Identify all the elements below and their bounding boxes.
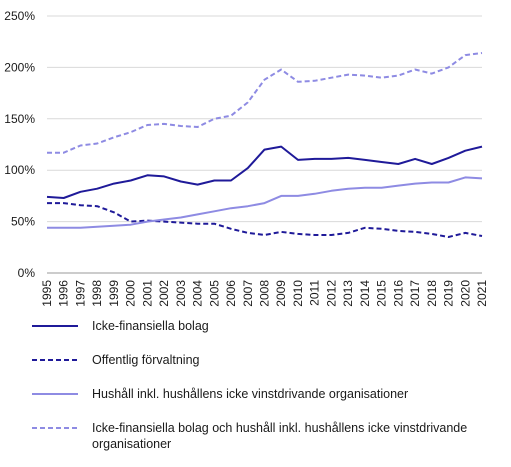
legend-swatch-dashed-dark bbox=[32, 359, 78, 361]
legend-label: Hushåll inkl. hushållens icke vinstdriva… bbox=[92, 387, 409, 401]
legend-swatch-solid-light bbox=[32, 393, 78, 395]
legend-item-hushall: Hushåll inkl. hushållens icke vinstdriva… bbox=[32, 386, 502, 402]
x-tick-label: 2012 bbox=[324, 280, 338, 307]
legend: Icke-finansiella bolag Offentlig förvalt… bbox=[32, 318, 502, 452]
x-tick-label: 2020 bbox=[458, 280, 472, 307]
x-tick-label: 2015 bbox=[375, 280, 389, 307]
legend-swatch-dashed-light bbox=[32, 427, 78, 429]
legend-label: Offentlig förvaltning bbox=[92, 353, 200, 367]
series-lines bbox=[46, 52, 483, 238]
x-tick-label: 2010 bbox=[291, 280, 305, 307]
x-tick-label: 2013 bbox=[341, 280, 355, 307]
y-tick-label: 50% bbox=[11, 215, 35, 229]
y-tick-label: 100% bbox=[4, 163, 35, 177]
legend-item-icke-finansiella-och-hushall: Icke-finansiella bolag och hushåll inkl.… bbox=[32, 420, 502, 452]
x-tick-label: 2014 bbox=[358, 280, 372, 307]
y-tick-label: 250% bbox=[4, 9, 35, 23]
legend-label: Icke-finansiella bolag och hushåll inkl.… bbox=[92, 421, 468, 451]
x-tick-label: 2003 bbox=[174, 280, 188, 307]
x-tick-label: 1995 bbox=[40, 280, 54, 307]
x-tick-label: 2005 bbox=[207, 280, 221, 307]
y-tick-label: 200% bbox=[4, 60, 35, 74]
x-tick-label: 1996 bbox=[57, 280, 71, 307]
x-axis-tick-labels: 1995 1996 1997 1998 1999 2000 2001 2002 2003 2004… bbox=[40, 280, 489, 307]
legend-item-offentlig-forvaltning: Offentlig förvaltning bbox=[32, 352, 502, 368]
x-tick-label: 2008 bbox=[258, 280, 272, 307]
series-line-1 bbox=[47, 202, 483, 238]
x-tick-label: 2009 bbox=[274, 280, 288, 307]
series-line-2 bbox=[47, 176, 483, 229]
x-tick-label: 1998 bbox=[90, 280, 104, 307]
x-tick-label: 2006 bbox=[224, 280, 238, 307]
gridlines bbox=[47, 15, 482, 274]
x-tick-label: 2001 bbox=[140, 280, 154, 307]
x-tick-label: 2021 bbox=[475, 280, 489, 307]
series-line-3 bbox=[47, 52, 483, 154]
series-line-0 bbox=[46, 145, 483, 199]
x-tick-label: 2018 bbox=[425, 280, 439, 307]
legend-swatch-solid-dark bbox=[32, 325, 78, 327]
x-tick-label: 1999 bbox=[107, 280, 121, 307]
y-tick-label: 0% bbox=[18, 266, 36, 280]
x-tick-label: 2007 bbox=[241, 280, 255, 307]
x-tick-label: 2000 bbox=[124, 280, 138, 307]
x-tick-label: 2017 bbox=[408, 280, 422, 307]
y-tick-label: 150% bbox=[4, 112, 35, 126]
legend-item-icke-finansiella-bolag: Icke-finansiella bolag bbox=[32, 318, 502, 334]
x-tick-label: 2004 bbox=[191, 280, 205, 307]
y-axis-tick-labels: 0% 50% 100% 150% 200% 250% bbox=[4, 9, 35, 280]
x-tick-label: 2002 bbox=[157, 280, 171, 307]
x-tick-label: 1997 bbox=[73, 280, 87, 307]
x-tick-label: 2016 bbox=[391, 280, 405, 307]
x-tick-label: 2011 bbox=[308, 280, 322, 306]
legend-label: Icke-finansiella bolag bbox=[92, 319, 209, 333]
x-tick-label: 2019 bbox=[442, 280, 456, 307]
